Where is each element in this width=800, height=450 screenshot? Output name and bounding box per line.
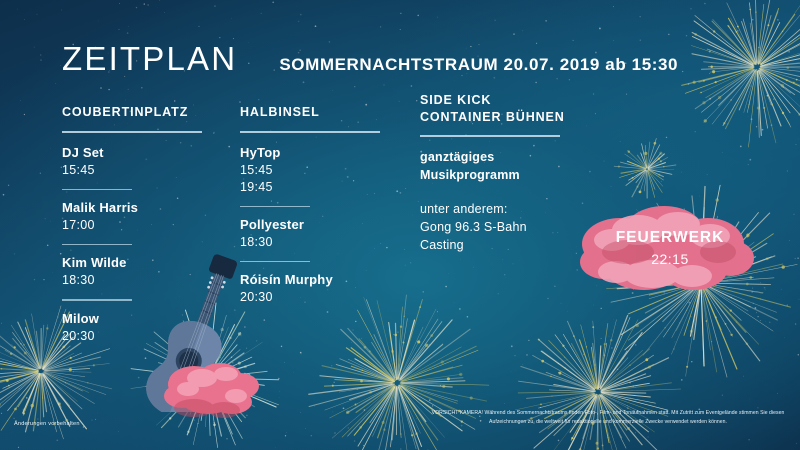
act-divider <box>240 205 310 207</box>
program-description: ganztägiges Musikprogramm <box>420 149 520 182</box>
program-partners: unter anderem: Gong 96.3 S-Bahn Casting <box>420 201 527 252</box>
list-item: Pollyester 18:30 <box>240 216 390 251</box>
act-divider <box>240 260 310 263</box>
column-heading: SIDE KICK CONTAINER BÜHNEN <box>420 93 565 124</box>
schedule-column-side-kick: SIDE KICK CONTAINER BÜHNEN ganztägiges M… <box>420 92 580 254</box>
act-divider <box>62 299 132 301</box>
act-divider <box>62 243 132 246</box>
act-time: 18:30 <box>240 234 273 249</box>
act-name: Róisín Murphy <box>240 272 333 288</box>
act-time: 15:45 <box>240 162 273 177</box>
info-list: ganztägiges Musikprogramm unter anderem:… <box>420 148 580 254</box>
fireworks-time: 22:15 <box>651 251 689 267</box>
act-list: HyTop 15:45 19:45 Pollyester 18:30 Róisí… <box>240 144 390 307</box>
column-heading: COUBERTINPLATZ <box>62 105 189 119</box>
footnote-camera-notice: VORSICHT KAMERA! Während des Sommernacht… <box>431 410 785 425</box>
act-time: 18:30 <box>62 273 95 288</box>
list-item: HyTop 15:45 19:45 <box>240 144 390 196</box>
title-row: ZEITPLAN SOMMERNACHTSTRAUM 20.07. 2019 a… <box>62 42 678 75</box>
act-name: Malik Harris <box>62 199 139 215</box>
act-time: 19:45 <box>240 179 273 194</box>
list-item: Malik Harris 17:00 <box>62 199 212 234</box>
column-heading-divider <box>240 131 380 133</box>
act-name: Kim Wilde <box>62 255 127 271</box>
schedule-column-coubertinplatz: COUBERTINPLATZ DJ Set 15:45 Malik Harris… <box>62 104 212 345</box>
act-time: 20:30 <box>62 328 95 343</box>
act-time: 15:45 <box>62 162 95 177</box>
list-item: DJ Set 15:45 <box>62 144 212 179</box>
act-time: 20:30 <box>240 290 273 305</box>
fireworks-label: FEUERWERK 22:15 <box>600 228 740 269</box>
column-heading-divider <box>420 135 560 137</box>
list-item: Kim Wilde 18:30 <box>62 254 212 289</box>
fireworks-title: FEUERWERK <box>615 229 725 246</box>
act-list: DJ Set 15:45 Malik Harris 17:00 Kim Wild… <box>62 144 212 345</box>
page-title: ZEITPLAN <box>62 40 238 77</box>
act-time: 17:00 <box>62 217 95 232</box>
schedule-column-halbinsel: HALBINSEL HyTop 15:45 19:45 Pollyester 1… <box>240 104 390 306</box>
event-subtitle: SOMMERNACHTSTRAUM 20.07. 2019 ab 15:30 <box>279 55 679 74</box>
column-heading-divider <box>62 131 202 133</box>
footnote-disclaimer: Änderungen vorbehalten <box>14 421 80 427</box>
act-name: DJ Set <box>62 144 104 160</box>
act-name: Pollyester <box>240 216 305 232</box>
act-divider <box>62 188 132 190</box>
column-heading: HALBINSEL <box>240 105 320 119</box>
list-item: Milow 20:30 <box>62 310 212 345</box>
act-name: Milow <box>62 310 100 326</box>
list-item: Róisín Murphy 20:30 <box>240 271 390 306</box>
act-name: HyTop <box>240 144 281 160</box>
